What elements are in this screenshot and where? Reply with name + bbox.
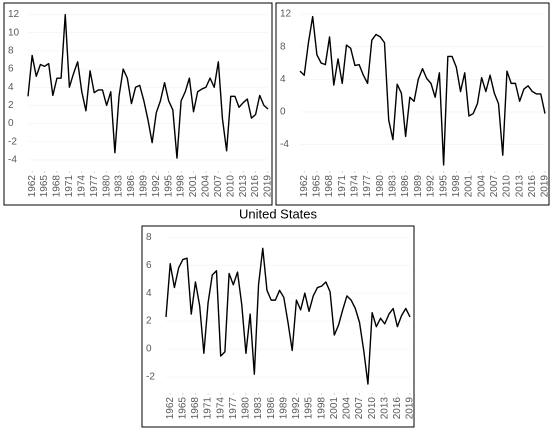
x-tick-label: 1971 xyxy=(337,175,348,198)
y-tick-label: 4 xyxy=(280,74,286,85)
data-line xyxy=(27,13,269,159)
data-line xyxy=(165,247,411,385)
panel-frame xyxy=(141,225,415,428)
panel-frame xyxy=(275,2,550,206)
x-tick-label: 1971 xyxy=(64,175,75,198)
y-tick-label: 0 xyxy=(8,118,14,129)
x-tick-label: 1998 xyxy=(176,175,187,198)
y-tick-label: 12 xyxy=(280,9,292,20)
x-tick-label: 2010 xyxy=(502,175,513,198)
x-tick-label: 1989 xyxy=(413,175,424,198)
y-tick-label: 4 xyxy=(146,288,152,299)
x-tick-label: 2010 xyxy=(225,175,236,198)
x-tick-label: 2016 xyxy=(392,397,403,420)
x-tick-label: 1986 xyxy=(126,175,137,198)
chart-title: United States xyxy=(239,206,318,221)
x-tick-label: 1974 xyxy=(215,397,226,420)
x-tick-label: 2019 xyxy=(263,175,274,198)
x-tick-label: 2004 xyxy=(342,397,353,420)
y-tick-label: -4 xyxy=(280,139,289,150)
x-tick-label: 2007 xyxy=(213,175,224,198)
y-tick-label: 0 xyxy=(146,344,152,355)
x-tick-label: 1983 xyxy=(114,175,125,198)
x-tick-label: 1983 xyxy=(253,397,264,420)
x-tick-label: 1983 xyxy=(388,175,399,198)
x-tick-label: 2004 xyxy=(201,175,212,198)
x-tick-label: 1965 xyxy=(177,397,188,420)
y-tick-label: -2 xyxy=(8,136,17,147)
x-tick-label: 1974 xyxy=(76,175,87,198)
x-tick-label: 2001 xyxy=(464,175,475,198)
y-tick-label: 2 xyxy=(146,316,152,327)
x-tick-label: 1974 xyxy=(350,175,361,198)
x-tick-label: 1977 xyxy=(228,397,239,420)
panel-frame xyxy=(3,2,273,206)
x-tick-label: 1980 xyxy=(241,397,252,420)
data-line xyxy=(299,15,546,166)
x-tick-label: 1965 xyxy=(39,175,50,198)
x-tick-label: 1992 xyxy=(291,397,302,420)
y-tick-label: 8 xyxy=(146,232,152,243)
x-tick-label: 2016 xyxy=(527,175,538,198)
y-tick-label: -2 xyxy=(146,372,155,383)
x-tick-label: 1998 xyxy=(451,175,462,198)
x-tick-label: 2013 xyxy=(514,175,525,198)
x-tick-label: 2010 xyxy=(367,397,378,420)
x-tick-label: 1986 xyxy=(400,175,411,198)
y-tick-label: 6 xyxy=(146,260,152,271)
y-tick-label: 8 xyxy=(8,46,14,57)
x-tick-label: 1992 xyxy=(151,175,162,198)
x-tick-label: 1989 xyxy=(139,175,150,198)
x-tick-label: 2001 xyxy=(329,397,340,420)
x-tick-label: 2013 xyxy=(238,175,249,198)
x-tick-label: 1980 xyxy=(375,175,386,198)
x-tick-label: 1980 xyxy=(101,175,112,198)
x-tick-label: 1986 xyxy=(266,397,277,420)
x-tick-label: 1962 xyxy=(165,397,176,420)
x-tick-label: 1971 xyxy=(203,397,214,420)
x-tick-label: 1998 xyxy=(316,397,327,420)
x-tick-label: 1968 xyxy=(190,397,201,420)
x-tick-label: 2013 xyxy=(379,397,390,420)
x-tick-label: 1977 xyxy=(362,175,373,198)
x-tick-label: 2001 xyxy=(188,175,199,198)
y-tick-label: 12 xyxy=(8,9,20,20)
y-tick-label: 6 xyxy=(8,64,14,75)
y-tick-label: 10 xyxy=(8,27,20,38)
x-tick-label: 1962 xyxy=(27,175,38,198)
y-tick-label: 8 xyxy=(280,41,286,52)
y-tick-label: 2 xyxy=(8,100,14,111)
x-tick-label: 1992 xyxy=(426,175,437,198)
x-tick-label: 1968 xyxy=(324,175,335,198)
y-tick-label: 0 xyxy=(280,107,286,118)
x-tick-label: 1968 xyxy=(52,175,63,198)
x-tick-label: 2007 xyxy=(354,397,365,420)
x-tick-label: 1965 xyxy=(312,175,323,198)
x-tick-label: 2016 xyxy=(250,175,261,198)
x-tick-label: 1995 xyxy=(438,175,449,198)
x-tick-label: 1989 xyxy=(278,397,289,420)
x-tick-label: 2019 xyxy=(540,175,551,198)
x-tick-label: 1995 xyxy=(163,175,174,198)
x-tick-label: 1995 xyxy=(304,397,315,420)
y-tick-label: 4 xyxy=(8,82,14,93)
x-tick-label: 2019 xyxy=(405,397,416,420)
x-tick-label: 2007 xyxy=(489,175,500,198)
x-tick-label: 1977 xyxy=(89,175,100,198)
y-tick-label: -4 xyxy=(8,155,17,166)
x-tick-label: 2004 xyxy=(476,175,487,198)
x-tick-label: 1962 xyxy=(299,175,310,198)
